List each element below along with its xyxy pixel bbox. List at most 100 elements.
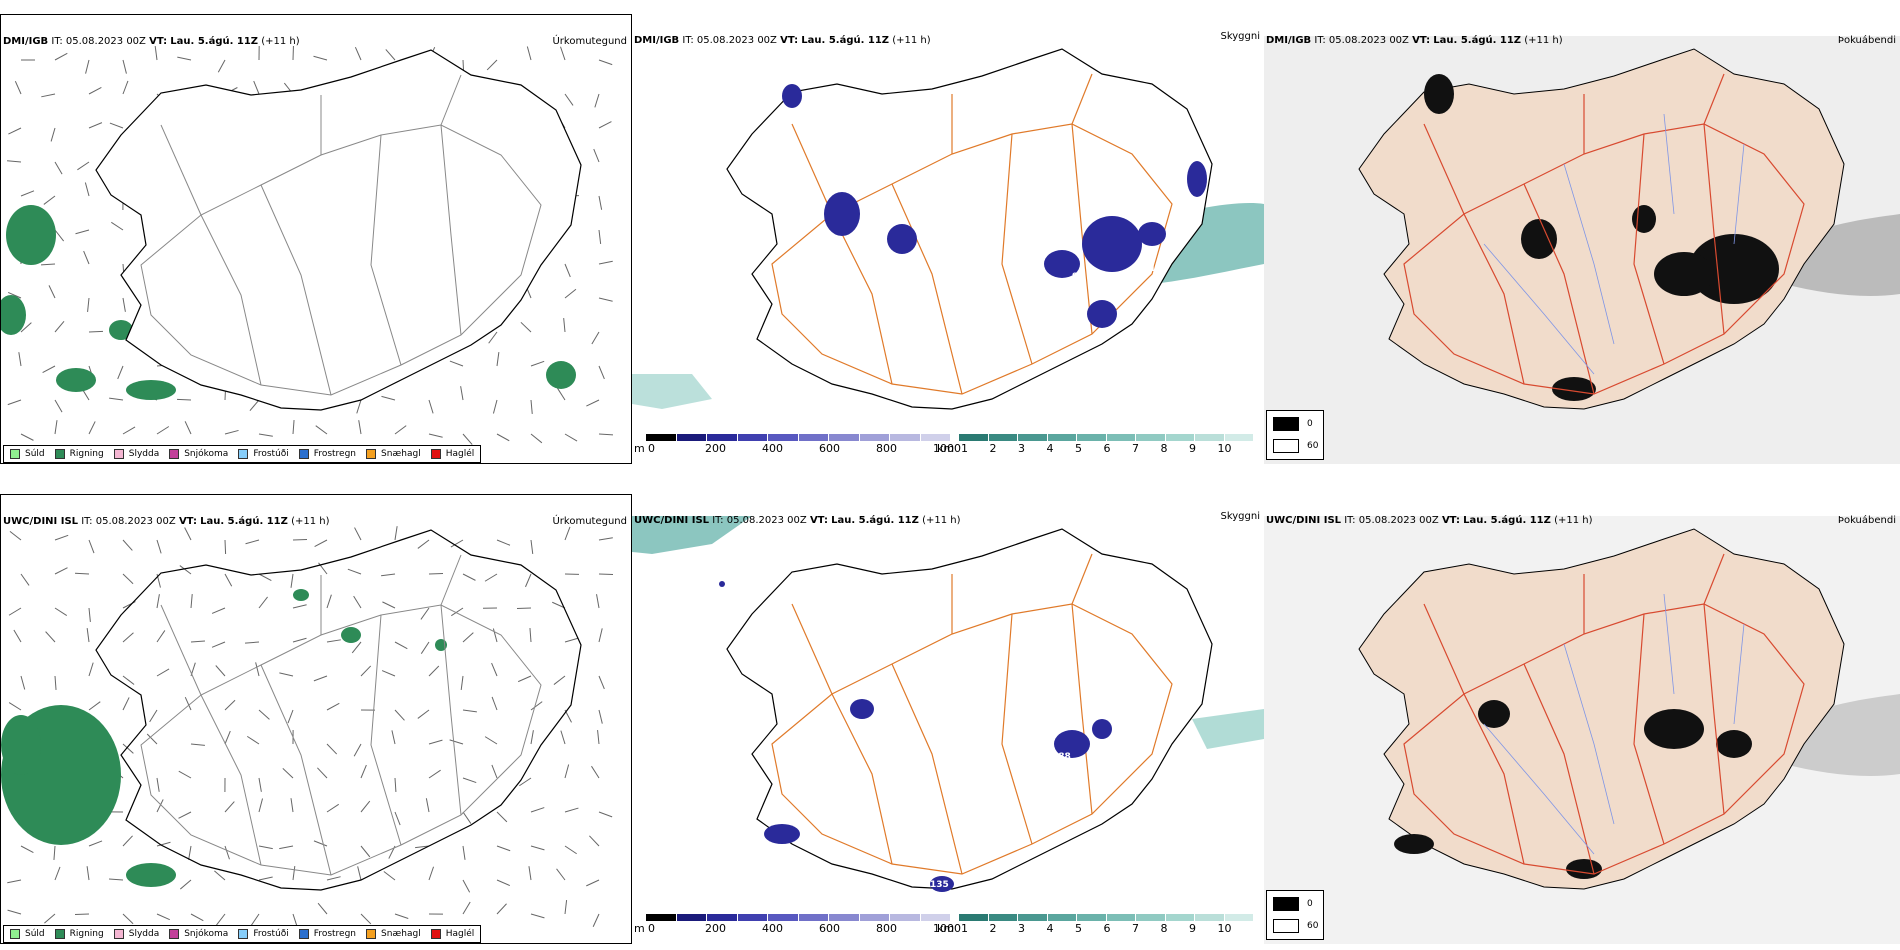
wind-barb	[88, 701, 101, 711]
wind-barb	[224, 699, 236, 711]
wind-barb	[596, 594, 600, 609]
precip-legend-item: Snjókoma	[169, 449, 228, 459]
wind-barb	[246, 735, 260, 745]
value-label: 54	[977, 337, 990, 347]
wind-barb	[7, 909, 22, 915]
road	[791, 123, 833, 215]
legend-label: Snjókoma	[184, 929, 229, 939]
wind-barb	[258, 876, 273, 881]
wind-barb	[394, 641, 408, 650]
visibility-color-segment	[988, 434, 1018, 441]
ceiling-color-segment	[707, 434, 738, 441]
fog-map	[1264, 516, 1900, 944]
wind-barb	[598, 709, 603, 724]
visibility-tick: 10	[1217, 922, 1232, 935]
wind-barb	[353, 743, 362, 757]
fog-legend-item: 60	[1273, 919, 1318, 933]
wind-barb	[598, 628, 603, 643]
wind-barb	[7, 399, 22, 406]
value-label: 32	[702, 737, 715, 747]
ceiling-color-segment	[737, 434, 768, 441]
wind-barb	[109, 122, 124, 129]
wind-barb	[491, 764, 498, 779]
value-label: 135	[930, 880, 949, 890]
wind-barb	[258, 798, 264, 813]
visibility-color-segment	[1018, 434, 1048, 441]
field-blob	[1552, 377, 1596, 401]
wind-barb	[54, 675, 57, 690]
wind-barb	[586, 399, 600, 407]
fog-legend: 0 60	[1266, 890, 1324, 940]
wind-barb	[20, 845, 34, 853]
wind-barb	[282, 768, 294, 779]
fog-legend: 0 60	[1266, 410, 1324, 460]
wind-barb	[598, 675, 605, 690]
field-blob	[1394, 834, 1434, 854]
wind-barb	[556, 868, 566, 881]
legend-label: Súld	[25, 929, 45, 939]
wind-barb	[560, 730, 566, 745]
legend-swatch	[430, 449, 441, 459]
wind-barb	[598, 260, 613, 265]
wind-barb	[381, 670, 396, 677]
wind-barb	[279, 672, 294, 677]
ceiling-color-segment	[737, 914, 768, 921]
wind-barb	[20, 322, 32, 333]
wind-barb	[314, 539, 328, 547]
fog-swatch	[1273, 919, 1299, 933]
visibility-unit: km	[937, 442, 955, 455]
legend-swatch	[298, 929, 309, 939]
wind-barb	[84, 182, 90, 197]
wind-barb	[54, 399, 63, 413]
field-blob	[887, 224, 917, 254]
value-label: 47	[937, 262, 950, 272]
wind-barb	[356, 399, 362, 414]
wind-barb	[326, 639, 341, 643]
ceiling-color-segment	[920, 434, 951, 441]
visibility-color-segment	[1195, 914, 1225, 921]
wind-barb	[109, 397, 124, 401]
wind-barb	[184, 697, 192, 711]
wind-barb	[530, 845, 545, 851]
ceiling-color-segment	[798, 434, 829, 441]
road	[260, 664, 332, 876]
wind-barb	[449, 360, 464, 367]
value-label: 188	[1052, 752, 1071, 762]
visibility-tick: 4	[1046, 922, 1054, 935]
wind-barb	[44, 913, 56, 924]
wind-barb	[258, 845, 273, 850]
wind-barb	[156, 630, 166, 643]
precip-legend-item: Súld	[10, 449, 45, 459]
field-blob	[56, 368, 96, 392]
wind-barb	[420, 607, 430, 620]
value-label: 96	[962, 289, 975, 299]
road	[831, 693, 893, 865]
ceiling-color-segment	[707, 914, 738, 921]
wind-barb	[530, 433, 543, 444]
panel-title: UWC/DINI ISL IT: 05.08.2023 00Z VT: Lau.…	[3, 516, 330, 527]
visibility-color-segment	[959, 914, 989, 921]
wind-barb	[245, 539, 260, 545]
wind-barb	[190, 594, 193, 609]
panel-visibility-uwc: 32 174 188 140 157 43 135 UWC/DINI ISL IT: 05.…	[632, 494, 1264, 944]
wind-barb	[290, 798, 294, 813]
wind-barb	[598, 121, 612, 129]
visibility-color-segment	[1165, 914, 1195, 921]
ceiling-color-segment	[859, 914, 890, 921]
visibility-color-segment	[1165, 434, 1195, 441]
precip-legend-item: Rigning	[54, 929, 104, 939]
wind-barb	[526, 46, 532, 61]
field-blob	[1138, 222, 1166, 246]
visibility-color-segment	[1136, 914, 1166, 921]
visibility-tick: 6	[1103, 442, 1111, 455]
wind-barb	[20, 190, 35, 197]
field-blob	[1478, 700, 1510, 728]
field-blob	[546, 361, 576, 389]
visibility-color-segment	[1106, 434, 1136, 441]
wind-barb	[77, 161, 90, 171]
precip-legend-item: Rigning	[54, 449, 104, 459]
wind-barb	[156, 841, 171, 847]
road	[1071, 553, 1093, 605]
fog-legend-value: 0	[1307, 899, 1313, 909]
visibility-tick: 2	[989, 442, 997, 455]
